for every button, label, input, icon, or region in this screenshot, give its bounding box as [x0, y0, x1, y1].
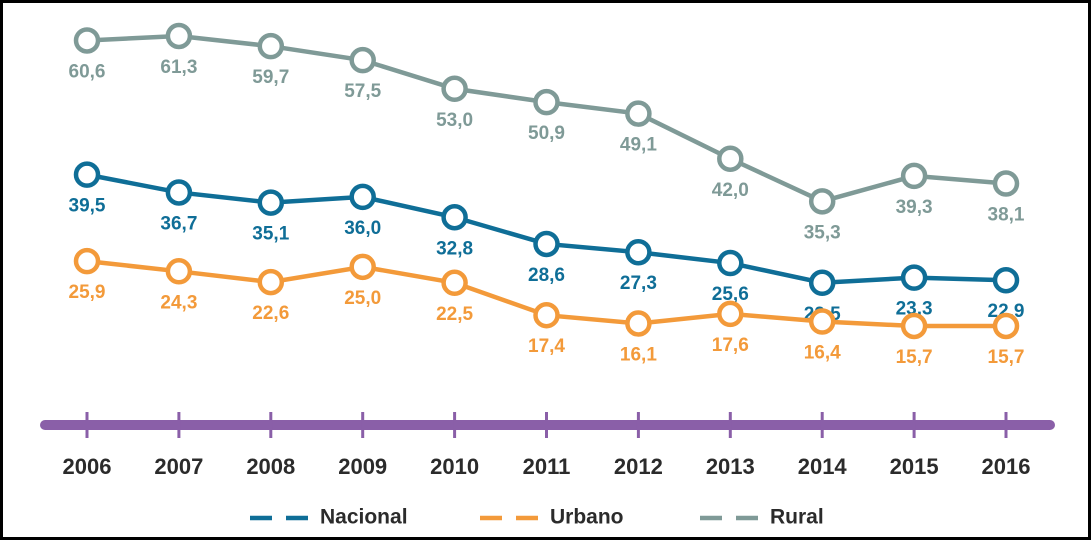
- value-label: 39,5: [69, 196, 106, 217]
- point: [717, 145, 744, 172]
- legend-label: Rural: [770, 506, 824, 529]
- value-label: 15,7: [896, 347, 933, 368]
- point: [808, 269, 836, 297]
- point: [349, 46, 376, 74]
- point: [73, 161, 101, 188]
- point: [533, 230, 560, 258]
- value-label: 28,6: [528, 265, 565, 286]
- x-tick-label: 2007: [154, 454, 203, 479]
- point: [73, 247, 101, 275]
- point: [441, 204, 468, 231]
- point: [992, 170, 1020, 197]
- point: [900, 162, 928, 190]
- point: [165, 22, 193, 50]
- legend-label: Urbano: [550, 506, 624, 529]
- x-tick-label: 2011: [523, 454, 571, 479]
- value-label: 16,4: [804, 343, 841, 364]
- point: [257, 189, 285, 216]
- point: [441, 75, 468, 103]
- value-label: 24,3: [160, 292, 197, 313]
- value-label: 35,1: [252, 224, 289, 245]
- point: [73, 27, 101, 54]
- x-tick-label: 2006: [63, 454, 112, 479]
- value-label: 60,6: [69, 61, 106, 82]
- point: [900, 264, 928, 291]
- point: [533, 88, 560, 116]
- value-label: 49,1: [620, 135, 657, 156]
- point: [625, 238, 652, 266]
- value-label: 25,0: [344, 288, 381, 309]
- point: [441, 269, 468, 297]
- point: [165, 258, 193, 285]
- x-tick-label: 2010: [430, 454, 479, 479]
- value-label: 61,3: [160, 57, 197, 78]
- value-label: 35,3: [804, 222, 841, 243]
- value-label: 32,8: [436, 238, 473, 259]
- point: [992, 312, 1020, 340]
- point: [717, 249, 744, 277]
- value-label: 39,3: [896, 197, 933, 218]
- point: [992, 266, 1020, 294]
- point: [808, 188, 836, 215]
- value-label: 27,3: [620, 273, 657, 294]
- point: [625, 100, 652, 127]
- x-tick-label: 2008: [246, 454, 295, 479]
- legend-label: Nacional: [320, 506, 408, 529]
- value-label: 53,0: [436, 110, 473, 131]
- point: [717, 300, 744, 328]
- point: [349, 253, 376, 281]
- value-label: 16,1: [620, 344, 657, 365]
- value-label: 17,6: [712, 335, 749, 356]
- x-tick-label: 2014: [798, 454, 848, 479]
- value-label: 38,1: [988, 205, 1025, 226]
- x-tick-label: 2012: [614, 454, 663, 479]
- value-label: 17,4: [528, 336, 565, 357]
- x-tick-label: 2016: [982, 454, 1031, 479]
- value-label: 57,5: [344, 81, 381, 102]
- value-label: 25,6: [712, 284, 749, 305]
- value-label: 36,7: [160, 213, 197, 234]
- value-label: 22,5: [436, 304, 473, 325]
- point: [808, 308, 836, 335]
- point: [257, 268, 285, 296]
- point: [625, 310, 652, 337]
- point: [349, 183, 376, 211]
- value-label: 59,7: [252, 67, 289, 88]
- point: [257, 32, 285, 60]
- value-label: 50,9: [528, 123, 565, 144]
- x-tick-label: 2015: [890, 454, 939, 479]
- value-label: 42,0: [712, 180, 749, 201]
- value-label: 22,6: [252, 303, 289, 324]
- value-label: 25,9: [69, 282, 106, 303]
- value-label: 23,3: [896, 299, 933, 320]
- x-tick-label: 2009: [338, 454, 387, 479]
- point: [533, 301, 560, 329]
- point: [900, 312, 928, 340]
- value-label: 15,7: [988, 347, 1025, 368]
- point: [165, 179, 193, 206]
- value-label: 36,0: [344, 218, 381, 239]
- x-tick-label: 2013: [706, 454, 755, 479]
